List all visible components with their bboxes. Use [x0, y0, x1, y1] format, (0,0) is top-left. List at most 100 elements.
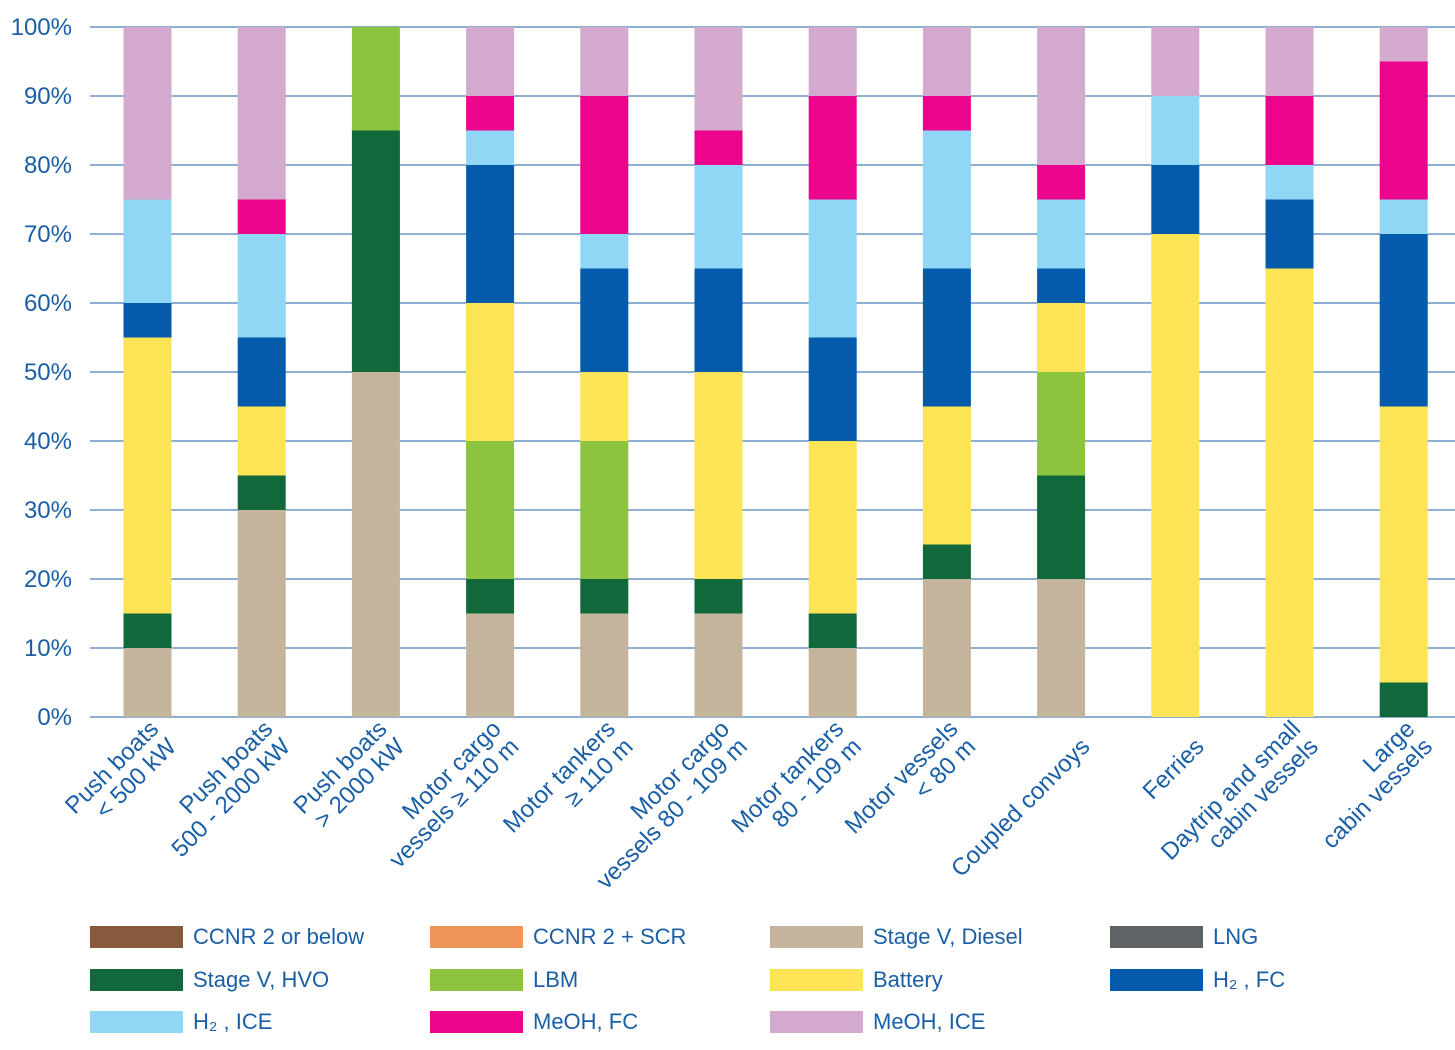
legend-swatch: [90, 969, 183, 991]
bar-segment: [808, 613, 857, 648]
gridlines: [90, 26, 1455, 718]
y-tick-label: 0%: [37, 704, 72, 731]
bar-segment: [1037, 165, 1086, 200]
bar-segment: [1379, 61, 1428, 200]
bar-segment: [123, 613, 172, 648]
bar-segment: [580, 234, 629, 269]
bar-segment: [466, 96, 515, 131]
bar-segment: [1265, 96, 1314, 165]
bar-segment: [922, 406, 971, 545]
bar-segment: [922, 96, 971, 131]
bar-segment: [1037, 579, 1086, 717]
bar-segment: [580, 96, 629, 234]
bar-segment: [694, 372, 743, 579]
legend-swatch: [90, 926, 183, 948]
bar-segment: [922, 268, 971, 407]
legend-label: Stage V, HVO: [193, 967, 330, 992]
bar-segment: [466, 165, 515, 303]
bar-segment: [580, 372, 629, 441]
legend-swatch: [1110, 926, 1203, 948]
bar-segment: [1265, 268, 1314, 717]
legend-label: Stage V, Diesel: [873, 924, 1023, 949]
bar-segment: [808, 441, 857, 614]
bar-segment: [580, 268, 629, 372]
bar-segment: [694, 613, 743, 717]
bar-segment: [694, 165, 743, 269]
legend-swatch: [770, 969, 863, 991]
y-tick-label: 20%: [24, 566, 72, 593]
y-axis-ticks: 0% 10% 20% 30% 40% 50% 60% 70% 80% 90% 100%: [11, 14, 72, 731]
bar-segment: [922, 544, 971, 579]
legend-swatch: [1110, 969, 1203, 991]
bar-segment: [466, 613, 515, 717]
bar-segment: [694, 579, 743, 614]
legend-label: LBM: [533, 967, 579, 992]
y-tick-label: 40%: [24, 428, 72, 455]
bar-segment: [237, 27, 286, 200]
y-tick-label: 10%: [24, 635, 72, 662]
legend-swatch: [770, 1011, 863, 1033]
bar-segment: [808, 337, 857, 441]
bar-segment: [1379, 234, 1428, 407]
legend-item: Stage V, HVO: [90, 965, 329, 995]
bar-segment: [123, 303, 172, 338]
legend-item: H₂ , FC: [1110, 965, 1285, 995]
bar-segment: [237, 406, 286, 476]
y-tick-label: 90%: [24, 83, 72, 110]
legend-label: MeOH, FC: [533, 1009, 639, 1034]
legend-item: MeOH, FC: [430, 1007, 638, 1037]
y-tick-label: 50%: [24, 359, 72, 386]
legend-label: H₂ , FC: [1213, 967, 1286, 992]
bar-segment: [694, 27, 743, 131]
bar-segment: [1379, 406, 1428, 683]
bar-segment: [1379, 199, 1428, 234]
bar-segment: [1379, 682, 1428, 717]
legend-swatch: [430, 969, 523, 991]
y-tick-label: 70%: [24, 221, 72, 248]
legend-item: CCNR 2 + SCR: [430, 922, 686, 952]
bar-segment: [808, 648, 857, 717]
legend-item: LBM: [430, 965, 578, 995]
legend-label: CCNR 2 + SCR: [533, 924, 687, 949]
legend-item: Stage V, Diesel: [770, 922, 1023, 952]
bar-segment: [466, 303, 515, 441]
bar-segment: [1265, 165, 1314, 200]
bar-segment: [237, 234, 286, 338]
bar-segment: [123, 27, 172, 200]
bar-segment: [1379, 27, 1428, 62]
bar-segment: [466, 27, 515, 96]
bar-segment: [123, 199, 172, 303]
bar-segment: [1037, 475, 1086, 579]
bar-segment: [580, 27, 629, 96]
legend-swatch: [430, 1011, 523, 1033]
bar-segment: [694, 130, 743, 165]
bar-segment: [351, 372, 400, 717]
legend-swatch: [90, 1011, 183, 1033]
bar-segment: [808, 199, 857, 338]
legend-label: H₂ , ICE: [193, 1009, 273, 1034]
bar-segment: [1037, 27, 1086, 165]
bar-segment: [694, 268, 743, 372]
bar-segment: [580, 441, 629, 579]
bar-segment: [922, 579, 971, 717]
legend-swatch: [770, 926, 863, 948]
bar-segment: [1265, 27, 1314, 96]
bar-segment: [1151, 234, 1200, 717]
bar-segment: [1151, 96, 1200, 165]
bar-segment: [1037, 268, 1086, 303]
legend-item: H₂ , ICE: [90, 1007, 272, 1037]
bar-segment: [1037, 303, 1086, 372]
legend-label: MeOH, ICE: [873, 1009, 986, 1034]
bar-segment: [808, 96, 857, 200]
bar-segment: [237, 475, 286, 510]
bar-segment: [237, 510, 286, 717]
y-tick-label: 60%: [24, 290, 72, 317]
bar-segment: [466, 130, 515, 165]
bar-segment: [237, 199, 286, 234]
bar-segment: [351, 27, 400, 131]
bar-segment: [580, 613, 629, 717]
bar-segment: [808, 27, 857, 96]
bar-segment: [580, 579, 629, 614]
bar-segment: [237, 337, 286, 407]
